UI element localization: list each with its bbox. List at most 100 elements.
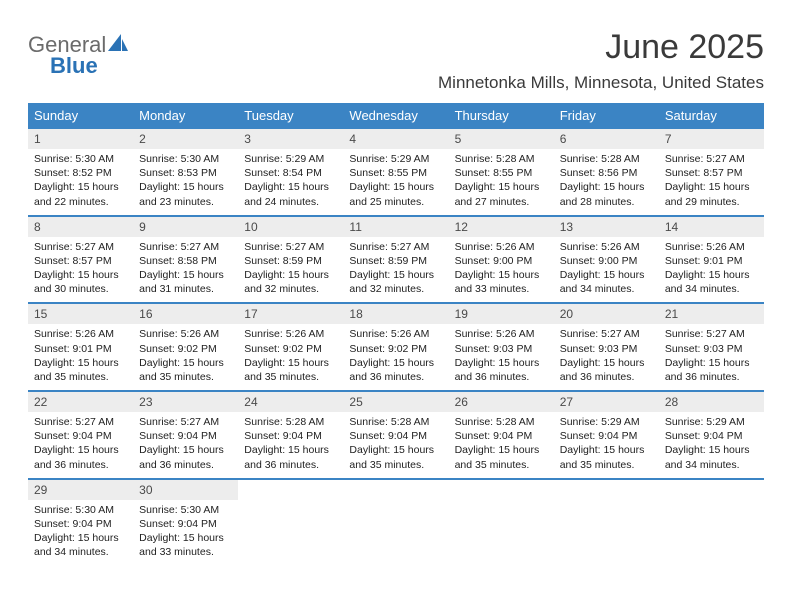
- daylight-line: Daylight: 15 hours and 33 minutes.: [455, 268, 548, 296]
- day-number: 9: [133, 217, 238, 237]
- day-number: 3: [238, 129, 343, 149]
- day-cell: 21Sunrise: 5:27 AMSunset: 9:03 PMDayligh…: [659, 304, 764, 390]
- week-row: 29Sunrise: 5:30 AMSunset: 9:04 PMDayligh…: [28, 478, 764, 566]
- day-body: Sunrise: 5:28 AMSunset: 9:04 PMDaylight:…: [238, 412, 343, 472]
- sunrise-line: Sunrise: 5:27 AM: [139, 415, 232, 429]
- day-cell: 20Sunrise: 5:27 AMSunset: 9:03 PMDayligh…: [554, 304, 659, 390]
- sunset-line: Sunset: 9:04 PM: [139, 517, 232, 531]
- day-number: 12: [449, 217, 554, 237]
- day-body: Sunrise: 5:26 AMSunset: 9:02 PMDaylight:…: [133, 324, 238, 384]
- sunset-line: Sunset: 9:02 PM: [349, 342, 442, 356]
- day-cell: 10Sunrise: 5:27 AMSunset: 8:59 PMDayligh…: [238, 217, 343, 303]
- sunrise-line: Sunrise: 5:28 AM: [244, 415, 337, 429]
- sunrise-line: Sunrise: 5:30 AM: [139, 503, 232, 517]
- day-cell: 28Sunrise: 5:29 AMSunset: 9:04 PMDayligh…: [659, 392, 764, 478]
- day-cell: 29Sunrise: 5:30 AMSunset: 9:04 PMDayligh…: [28, 480, 133, 566]
- day-number: 2: [133, 129, 238, 149]
- sunset-line: Sunset: 8:54 PM: [244, 166, 337, 180]
- sunrise-line: Sunrise: 5:27 AM: [139, 240, 232, 254]
- sunset-line: Sunset: 9:04 PM: [34, 517, 127, 531]
- daylight-line: Daylight: 15 hours and 35 minutes.: [560, 443, 653, 471]
- daylight-line: Daylight: 15 hours and 29 minutes.: [665, 180, 758, 208]
- sunset-line: Sunset: 9:04 PM: [560, 429, 653, 443]
- day-number: 6: [554, 129, 659, 149]
- daylight-line: Daylight: 15 hours and 36 minutes.: [244, 443, 337, 471]
- daylight-line: Daylight: 15 hours and 31 minutes.: [139, 268, 232, 296]
- day-cell: 7Sunrise: 5:27 AMSunset: 8:57 PMDaylight…: [659, 129, 764, 215]
- day-body: Sunrise: 5:28 AMSunset: 9:04 PMDaylight:…: [343, 412, 448, 472]
- day-body: Sunrise: 5:27 AMSunset: 8:58 PMDaylight:…: [133, 237, 238, 297]
- sunset-line: Sunset: 8:55 PM: [349, 166, 442, 180]
- day-body: Sunrise: 5:29 AMSunset: 9:04 PMDaylight:…: [659, 412, 764, 472]
- sunset-line: Sunset: 9:04 PM: [665, 429, 758, 443]
- sunrise-line: Sunrise: 5:27 AM: [34, 415, 127, 429]
- brand-text: General Blue: [28, 34, 130, 77]
- daylight-line: Daylight: 15 hours and 27 minutes.: [455, 180, 548, 208]
- day-body: Sunrise: 5:26 AMSunset: 9:02 PMDaylight:…: [343, 324, 448, 384]
- dow-wednesday: Wednesday: [343, 103, 448, 129]
- sunset-line: Sunset: 8:55 PM: [455, 166, 548, 180]
- sunset-line: Sunset: 8:52 PM: [34, 166, 127, 180]
- daylight-line: Daylight: 15 hours and 24 minutes.: [244, 180, 337, 208]
- sunset-line: Sunset: 9:00 PM: [560, 254, 653, 268]
- day-cell: [659, 480, 764, 566]
- day-cell: 25Sunrise: 5:28 AMSunset: 9:04 PMDayligh…: [343, 392, 448, 478]
- day-body: Sunrise: 5:26 AMSunset: 9:03 PMDaylight:…: [449, 324, 554, 384]
- day-body: Sunrise: 5:28 AMSunset: 8:56 PMDaylight:…: [554, 149, 659, 209]
- day-number: 13: [554, 217, 659, 237]
- day-cell: 11Sunrise: 5:27 AMSunset: 8:59 PMDayligh…: [343, 217, 448, 303]
- day-number: 29: [28, 480, 133, 500]
- day-body: Sunrise: 5:28 AMSunset: 9:04 PMDaylight:…: [449, 412, 554, 472]
- daylight-line: Daylight: 15 hours and 35 minutes.: [349, 443, 442, 471]
- daylight-line: Daylight: 15 hours and 35 minutes.: [244, 356, 337, 384]
- day-body: Sunrise: 5:27 AMSunset: 9:03 PMDaylight:…: [554, 324, 659, 384]
- day-number: 30: [133, 480, 238, 500]
- month-title: June 2025: [438, 28, 764, 67]
- day-cell: [449, 480, 554, 566]
- sunrise-line: Sunrise: 5:26 AM: [560, 240, 653, 254]
- sunset-line: Sunset: 8:58 PM: [139, 254, 232, 268]
- sunset-line: Sunset: 9:04 PM: [34, 429, 127, 443]
- brand-word2: Blue: [28, 56, 130, 77]
- day-cell: [238, 480, 343, 566]
- sunset-line: Sunset: 9:04 PM: [244, 429, 337, 443]
- daylight-line: Daylight: 15 hours and 34 minutes.: [665, 268, 758, 296]
- day-number: 21: [659, 304, 764, 324]
- day-cell: 8Sunrise: 5:27 AMSunset: 8:57 PMDaylight…: [28, 217, 133, 303]
- day-number: 8: [28, 217, 133, 237]
- day-body: Sunrise: 5:28 AMSunset: 8:55 PMDaylight:…: [449, 149, 554, 209]
- day-cell: 26Sunrise: 5:28 AMSunset: 9:04 PMDayligh…: [449, 392, 554, 478]
- day-cell: 22Sunrise: 5:27 AMSunset: 9:04 PMDayligh…: [28, 392, 133, 478]
- sunrise-line: Sunrise: 5:26 AM: [455, 327, 548, 341]
- week-row: 15Sunrise: 5:26 AMSunset: 9:01 PMDayligh…: [28, 302, 764, 390]
- sunrise-line: Sunrise: 5:26 AM: [34, 327, 127, 341]
- dow-friday: Friday: [554, 103, 659, 129]
- sunrise-line: Sunrise: 5:29 AM: [560, 415, 653, 429]
- day-cell: 17Sunrise: 5:26 AMSunset: 9:02 PMDayligh…: [238, 304, 343, 390]
- sunrise-line: Sunrise: 5:28 AM: [560, 152, 653, 166]
- sunrise-line: Sunrise: 5:30 AM: [139, 152, 232, 166]
- daylight-line: Daylight: 15 hours and 34 minutes.: [34, 531, 127, 559]
- day-number: 5: [449, 129, 554, 149]
- sunset-line: Sunset: 8:59 PM: [244, 254, 337, 268]
- daylight-line: Daylight: 15 hours and 35 minutes.: [139, 356, 232, 384]
- location-text: Minnetonka Mills, Minnesota, United Stat…: [438, 73, 764, 93]
- day-cell: 12Sunrise: 5:26 AMSunset: 9:00 PMDayligh…: [449, 217, 554, 303]
- sunrise-line: Sunrise: 5:26 AM: [455, 240, 548, 254]
- day-body: Sunrise: 5:27 AMSunset: 8:59 PMDaylight:…: [238, 237, 343, 297]
- day-cell: 1Sunrise: 5:30 AMSunset: 8:52 PMDaylight…: [28, 129, 133, 215]
- day-number: 24: [238, 392, 343, 412]
- daylight-line: Daylight: 15 hours and 23 minutes.: [139, 180, 232, 208]
- daylight-line: Daylight: 15 hours and 36 minutes.: [455, 356, 548, 384]
- calendar-page: General Blue June 2025 Minnetonka Mills,…: [0, 0, 792, 612]
- day-number: 14: [659, 217, 764, 237]
- day-cell: 4Sunrise: 5:29 AMSunset: 8:55 PMDaylight…: [343, 129, 448, 215]
- day-cell: 30 Sunrise: 5:30 AMSunset: 9:04 PMDayligh…: [133, 480, 238, 566]
- dow-sunday: Sunday: [28, 103, 133, 129]
- day-body: Sunrise: 5:26 AMSunset: 9:00 PMDaylight:…: [449, 237, 554, 297]
- sunrise-line: Sunrise: 5:26 AM: [665, 240, 758, 254]
- day-cell: 13Sunrise: 5:26 AMSunset: 9:00 PMDayligh…: [554, 217, 659, 303]
- day-body: Sunrise: 5:30 AMSunset: 9:04 PMDaylight:…: [28, 500, 133, 560]
- daylight-line: Daylight: 15 hours and 33 minutes.: [139, 531, 232, 559]
- day-number: 26: [449, 392, 554, 412]
